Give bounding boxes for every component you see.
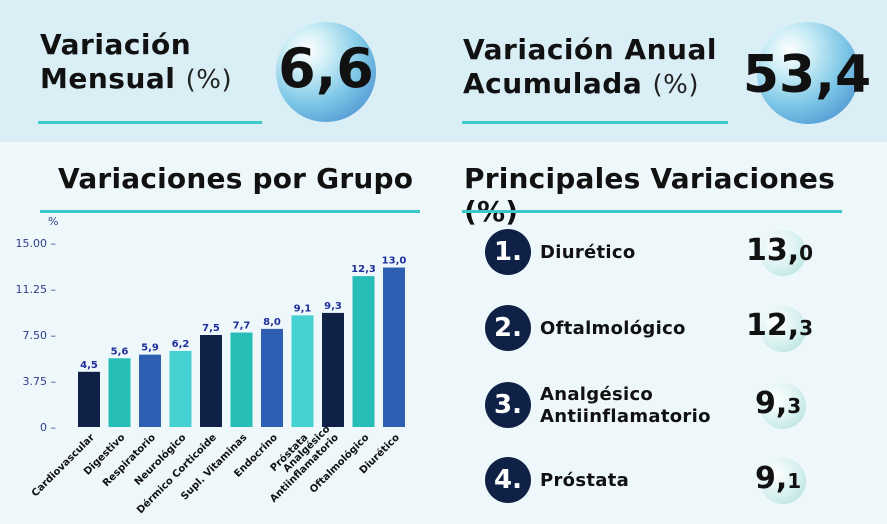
data-label-9: 9,3 [324, 301, 342, 312]
y-tick-label: 15.00 – [16, 237, 57, 250]
annual-kpi-label: Variación Anual Acumulada (%) [463, 33, 717, 102]
rank-number-2: 2. [485, 305, 531, 351]
rank-value-bubble-4 [760, 458, 806, 504]
x-tick-label-4: Neurológico [132, 431, 188, 487]
rank-value-3-int: 9, [755, 386, 788, 421]
rank-name-1: Diurético [540, 242, 636, 264]
monthly-kpi-underline [38, 121, 262, 124]
rank-value-4-int: 9, [755, 461, 788, 496]
rank-value-2: 12,3 [746, 308, 813, 343]
data-label-3: 5,9 [141, 343, 159, 354]
rank-name-2-line1: Oftalmológico [540, 318, 686, 339]
bar-chart: %0 –3.75 –7.50 –11.25 –15.00 –4,5Cardiov… [16, 215, 407, 516]
data-label-6: 7,7 [233, 321, 251, 332]
rank-value-1-int: 13, [746, 233, 800, 268]
annual-kpi-label-line1: Variación Anual [463, 33, 717, 66]
right-section-title: Principales Variaciones (%) [464, 162, 835, 228]
annual-kpi-unit: (%) [652, 70, 699, 100]
data-label-11: 13,0 [382, 256, 407, 267]
right-section-underline [462, 210, 842, 213]
y-tick-label: 3.75 – [23, 375, 57, 388]
rank-value-3: 9,3 [755, 386, 801, 421]
rank-value-2-dec: 3 [799, 316, 814, 340]
annual-kpi-underline [462, 121, 728, 124]
bar-4 [169, 350, 192, 427]
rank-number-4: 4. [485, 457, 531, 503]
rank-value-3-dec: 3 [787, 394, 802, 418]
bar-1 [78, 371, 100, 427]
bar-8 [291, 315, 314, 427]
bar-5 [200, 335, 222, 427]
data-label-2: 5,6 [111, 346, 129, 357]
rank-name-1-line1: Diurético [540, 242, 636, 263]
rank-name-2: Oftalmológico [540, 318, 686, 340]
data-label-7: 8,0 [263, 317, 281, 328]
data-label-5: 7,5 [202, 323, 220, 334]
monthly-kpi-unit: (%) [185, 65, 233, 95]
bar-7 [261, 328, 283, 427]
rank-name-3: Analgésico Antiinflamatorio [540, 384, 711, 428]
y-tick-label: 11.25 – [16, 283, 57, 296]
bar-10 [352, 276, 375, 427]
data-label-1: 4,5 [80, 360, 98, 371]
kpi-header [0, 0, 887, 142]
rank-value-bubble-1 [760, 230, 806, 276]
annual-kpi-label-line2: Acumulada [463, 67, 643, 100]
monthly-kpi-label-line2: Mensual [40, 62, 176, 95]
x-tick-label-text: Respiratorio [101, 432, 158, 489]
rank-value-1-dec: 0 [799, 241, 814, 265]
bar-9 [322, 312, 344, 427]
monthly-kpi-label-line1: Variación [40, 28, 192, 61]
rank-value-bubble-3 [760, 383, 806, 429]
rank-name-4-line1: Próstata [540, 470, 630, 491]
rank-number-3: 3. [485, 382, 531, 428]
y-tick-label: 0 – [40, 421, 56, 434]
bar-11 [383, 267, 405, 427]
annual-kpi-value: 53,4 [742, 45, 872, 105]
y-axis-label: % [48, 215, 58, 228]
bar-6 [230, 332, 253, 427]
content-area [0, 142, 887, 524]
rank-name-4: Próstata [540, 470, 629, 492]
rank-value-bubble-2 [760, 306, 806, 352]
x-tick-label-text: Neurológico [132, 431, 188, 487]
data-label-4: 6,2 [172, 339, 190, 350]
rank-value-4-dec: 1 [787, 469, 802, 493]
bar-3 [139, 354, 161, 427]
x-tick-label-3: Respiratorio [101, 432, 158, 489]
y-tick-label: 7.50 – [23, 329, 57, 342]
rank-value-2-int: 12, [746, 308, 800, 343]
data-label-10: 12,3 [351, 264, 376, 275]
rank-value-1: 13,0 [746, 233, 813, 268]
monthly-kpi-value: 6,6 [278, 37, 374, 100]
bar-2 [108, 358, 131, 427]
left-section-underline [40, 210, 420, 213]
rank-number-1: 1. [485, 229, 531, 275]
rank-value-4: 9,1 [755, 461, 801, 496]
monthly-kpi-label: Variación Mensual (%) [40, 28, 232, 97]
left-section-title: Variaciones por Grupo [58, 162, 414, 195]
annual-kpi-bubble [757, 22, 859, 124]
rank-name-3-line1: Analgésico [540, 384, 654, 405]
monthly-kpi-bubble [276, 22, 376, 122]
rank-name-3-line2: Antiinflamatorio [540, 406, 711, 427]
data-label-8: 9,1 [294, 303, 312, 314]
